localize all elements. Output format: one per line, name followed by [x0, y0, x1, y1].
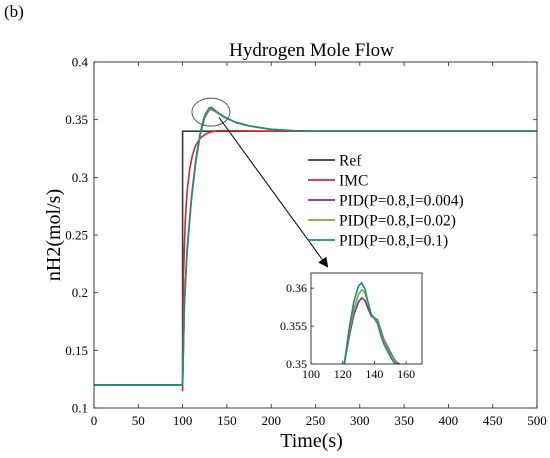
legend-label-pid-p-0-8-i-0-1: PID(P=0.8,I=0.1): [339, 233, 448, 250]
legend: Ref IMC PID(P=0.8,I=0.004) PID(P=0.8,I=0.02…: [308, 153, 464, 250]
series-group: [94, 106, 537, 392]
x-tick-label: 100: [173, 413, 193, 428]
inset-area: [311, 273, 422, 364]
zoom-ellipse: [191, 97, 231, 127]
inset-plot: 100 120 140 160 0.35 0.355 0.36: [280, 272, 423, 381]
inset-series-line-3: [343, 282, 397, 364]
y-tick-label: 0.25: [65, 228, 88, 243]
legend-label-pid-p-0-8-i-0-02: PID(P=0.8,I=0.02): [339, 213, 456, 230]
inset-y-tick-label: 0.355: [280, 319, 307, 333]
legend-label-imc: IMC: [339, 173, 368, 190]
legend-label-ref: Ref: [339, 153, 362, 170]
zoom-annotation: [191, 97, 329, 268]
y-tick-label: 0.2: [72, 285, 88, 300]
x-axis-label: Time(s): [280, 430, 343, 452]
x-tick-label: 250: [306, 413, 326, 428]
y-tick-label: 0.3: [72, 170, 88, 185]
x-tick-label: 400: [439, 413, 459, 428]
y-tick-label: 0.15: [65, 343, 88, 358]
y-tick-label: 0.4: [72, 55, 89, 70]
x-tick-label: 450: [483, 413, 503, 428]
x-tick-label: 300: [350, 413, 370, 428]
zoom-arrow: [218, 117, 329, 268]
x-tick-label: 350: [394, 413, 414, 428]
x-tick-label: 200: [261, 413, 281, 428]
y-tick-label: 0.35: [65, 112, 88, 127]
inset-frame: [310, 272, 423, 365]
y-axis-label: nH2(mol/s): [43, 189, 65, 281]
inset-x-tick-label: 140: [365, 367, 383, 381]
inset-y-tick-label: 0.36: [286, 281, 307, 295]
x-tick-label: 150: [217, 413, 237, 428]
x-tick-label: 0: [91, 413, 98, 428]
x-tick-label: 500: [527, 413, 547, 428]
inset-series-group: [343, 282, 401, 364]
x-tick-label: 50: [132, 413, 145, 428]
main-plot: 0 50 100 150 200 250 300 350 400 450 500 0.1 0.15 0.2…: [43, 40, 547, 452]
inset-x-tick-label: 160: [397, 367, 415, 381]
chart-title: Hydrogen Mole Flow: [229, 40, 394, 61]
inset-x-tick-label: 100: [302, 367, 320, 381]
legend-label-pid-p-0-8-i-0-004: PID(P=0.8,I=0.004): [339, 193, 464, 210]
series-line-pid-p-0-8-i-0-1: [94, 106, 537, 386]
panel-label: (b): [4, 2, 24, 21]
inset-x-tick-label: 120: [334, 367, 352, 381]
y-tick-label: 0.1: [72, 401, 88, 416]
inset-y-tick-label: 0.35: [286, 357, 307, 371]
